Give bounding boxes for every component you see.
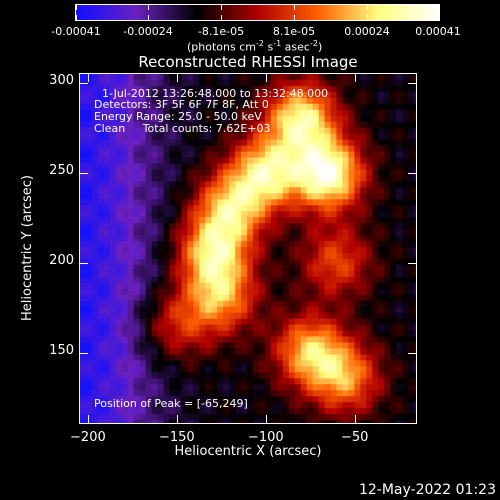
colorbar-tick: [221, 5, 222, 10]
colorbar-tick: [148, 15, 149, 20]
colorbar-tick-label: 8.1e-05: [272, 25, 316, 38]
colorbar: [75, 4, 440, 21]
colorbar-tick-label: -0.00041: [51, 25, 101, 38]
colorbar-gradient: [76, 5, 439, 20]
y-tick-label: 150: [49, 343, 74, 358]
clean-total-counts-label: Clean Total counts: 7.62E+03: [94, 122, 271, 135]
colorbar-tick-label: -0.00024: [123, 25, 173, 38]
colorbar-tick: [294, 15, 295, 20]
x-tick-label: −50: [341, 430, 369, 445]
energy-range-label: Energy Range: 25.0 - 50.0 keV: [94, 110, 262, 123]
y-tick-label: 300: [49, 73, 74, 88]
y-tick-mark: [80, 262, 88, 264]
x-tick-mark: [266, 415, 268, 423]
x-tick-label: −200: [70, 430, 106, 445]
x-tick-mark: [355, 415, 357, 423]
x-tick-mark: [266, 74, 268, 82]
heatmap-image: [80, 74, 416, 423]
x-tick-mark: [88, 74, 90, 82]
peak-position-label: Position of Peak = [-65,249]: [94, 397, 248, 410]
footer-timestamp: 12-May-2022 01:23: [358, 482, 496, 498]
y-tick-mark: [408, 352, 416, 354]
y-tick-mark: [80, 352, 88, 354]
colorbar-tick: [76, 15, 77, 20]
colorbar-tick-label: 0.00024: [344, 25, 390, 38]
time-range-label: 1-Jul-2012 13:26:48.000 to 13:32:48.000: [102, 87, 329, 100]
y-tick-label: 200: [49, 253, 74, 268]
colorbar-tick: [294, 5, 295, 10]
colorbar-tick-label: 0.00041: [415, 25, 461, 38]
y-tick-mark: [80, 172, 88, 174]
y-tick-label: 250: [49, 163, 74, 178]
colorbar-tick-label: -8.1e-05: [197, 25, 245, 38]
y-tick-mark: [408, 262, 416, 264]
y-tick-mark: [408, 172, 416, 174]
y-tick-mark: [408, 82, 416, 84]
y-axis-label: Heliocentric Y (arcsec): [20, 175, 35, 321]
x-tick-mark: [88, 415, 90, 423]
colorbar-tick: [367, 5, 368, 10]
colorbar-tick: [438, 5, 439, 10]
x-axis-label: Heliocentric X (arcsec): [174, 444, 322, 459]
x-tick-mark: [177, 415, 179, 423]
y-tick-mark: [80, 82, 88, 84]
chart-title: Reconstructed RHESSI Image: [138, 53, 358, 71]
colorbar-tick: [148, 5, 149, 10]
x-tick-mark: [177, 74, 179, 82]
detectors-label: Detectors: 3F 5F 6F 7F 8F, Att 0: [94, 98, 269, 111]
colorbar-units: (photons cm-2 s-1 asec-2): [187, 39, 323, 54]
colorbar-tick: [367, 15, 368, 20]
x-tick-mark: [355, 74, 357, 82]
x-tick-label: −150: [158, 430, 195, 445]
colorbar-tick: [221, 15, 222, 20]
colorbar-tick: [438, 15, 439, 20]
x-tick-label: −100: [247, 430, 284, 445]
colorbar-tick: [76, 5, 77, 10]
plot-area: 1-Jul-2012 13:26:48.000 to 13:32:48.000 …: [79, 73, 417, 424]
